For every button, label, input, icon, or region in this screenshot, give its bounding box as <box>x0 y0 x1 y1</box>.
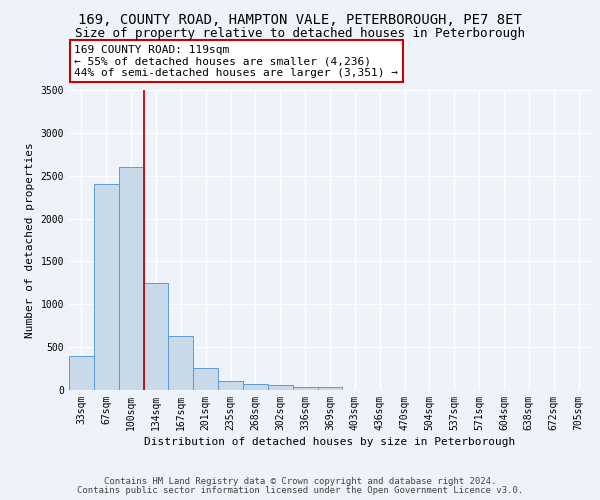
Y-axis label: Number of detached properties: Number of detached properties <box>25 142 35 338</box>
Bar <box>293 386 317 390</box>
Bar <box>169 336 193 390</box>
Bar <box>143 283 169 390</box>
Bar <box>268 386 293 390</box>
X-axis label: Distribution of detached houses by size in Peterborough: Distribution of detached houses by size … <box>145 437 515 447</box>
Bar <box>193 368 218 390</box>
Bar <box>119 167 143 390</box>
Bar <box>94 184 119 390</box>
Bar <box>69 356 94 390</box>
Text: 169, COUNTY ROAD, HAMPTON VALE, PETERBOROUGH, PE7 8ET: 169, COUNTY ROAD, HAMPTON VALE, PETERBOR… <box>78 12 522 26</box>
Bar <box>218 380 243 390</box>
Bar <box>243 384 268 390</box>
Text: 169 COUNTY ROAD: 119sqm
← 55% of detached houses are smaller (4,236)
44% of semi: 169 COUNTY ROAD: 119sqm ← 55% of detache… <box>74 45 398 78</box>
Text: Contains HM Land Registry data © Crown copyright and database right 2024.: Contains HM Land Registry data © Crown c… <box>104 477 496 486</box>
Text: Size of property relative to detached houses in Peterborough: Size of property relative to detached ho… <box>75 28 525 40</box>
Bar <box>317 388 343 390</box>
Text: Contains public sector information licensed under the Open Government Licence v3: Contains public sector information licen… <box>77 486 523 495</box>
